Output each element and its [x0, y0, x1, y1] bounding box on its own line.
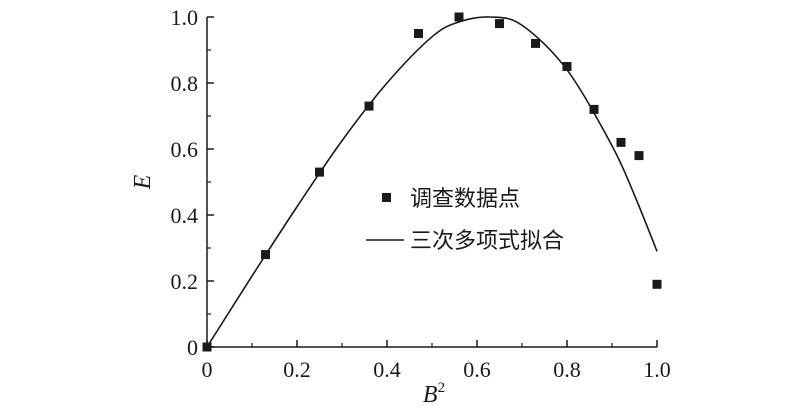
legend: 调查数据点 三次多项式拟合: [366, 187, 564, 254]
data-point: [495, 19, 504, 29]
x-tick-label: 0.2: [283, 357, 311, 382]
y-tick-label: 0.6: [171, 137, 199, 162]
data-point: [616, 137, 626, 147]
legend-label-survey-points: 调查数据点: [410, 187, 520, 212]
data-point: [589, 104, 599, 114]
x-tick-label: 0.8: [553, 357, 581, 382]
data-point: [531, 38, 540, 48]
data-point: [652, 279, 662, 289]
data-point: [562, 62, 572, 71]
fit-curve: [206, 16, 658, 348]
data-points: [202, 12, 662, 352]
data-point: [202, 342, 212, 352]
data-point: [414, 29, 423, 38]
data-point: [315, 167, 324, 177]
plot-area: 0 0.2 0.4 0.6 0.8 1.0 0 0.2 0.4 0.6 0.8 1.0: [171, 5, 671, 382]
data-point: [261, 250, 270, 260]
x-axis-title: B2: [423, 380, 445, 408]
legend-marker-square: [382, 193, 391, 202]
y-axis-title: E: [130, 174, 156, 190]
x-ticks: 0 0.2 0.4 0.6 0.8 1.0: [202, 340, 671, 382]
x-tick-label: 0.6: [463, 357, 491, 382]
x-tick-label: 1.0: [643, 357, 671, 382]
data-point: [634, 151, 644, 161]
y-tick-label: 0.2: [171, 269, 199, 294]
data-point: [454, 12, 464, 22]
y-tick-label: 0.8: [171, 71, 199, 96]
x-tick-label: 0.4: [373, 357, 401, 382]
y-tick-label: 0.4: [171, 203, 199, 228]
legend-label-cubic-fit: 三次多项式拟合: [410, 229, 564, 254]
x-tick-label: 0: [202, 357, 213, 382]
y-ticks: 0 0.2 0.4 0.6 0.8 1.0: [171, 5, 214, 360]
y-tick-label: 0: [187, 335, 198, 360]
y-tick-label: 1.0: [171, 5, 199, 30]
data-point: [364, 101, 374, 111]
